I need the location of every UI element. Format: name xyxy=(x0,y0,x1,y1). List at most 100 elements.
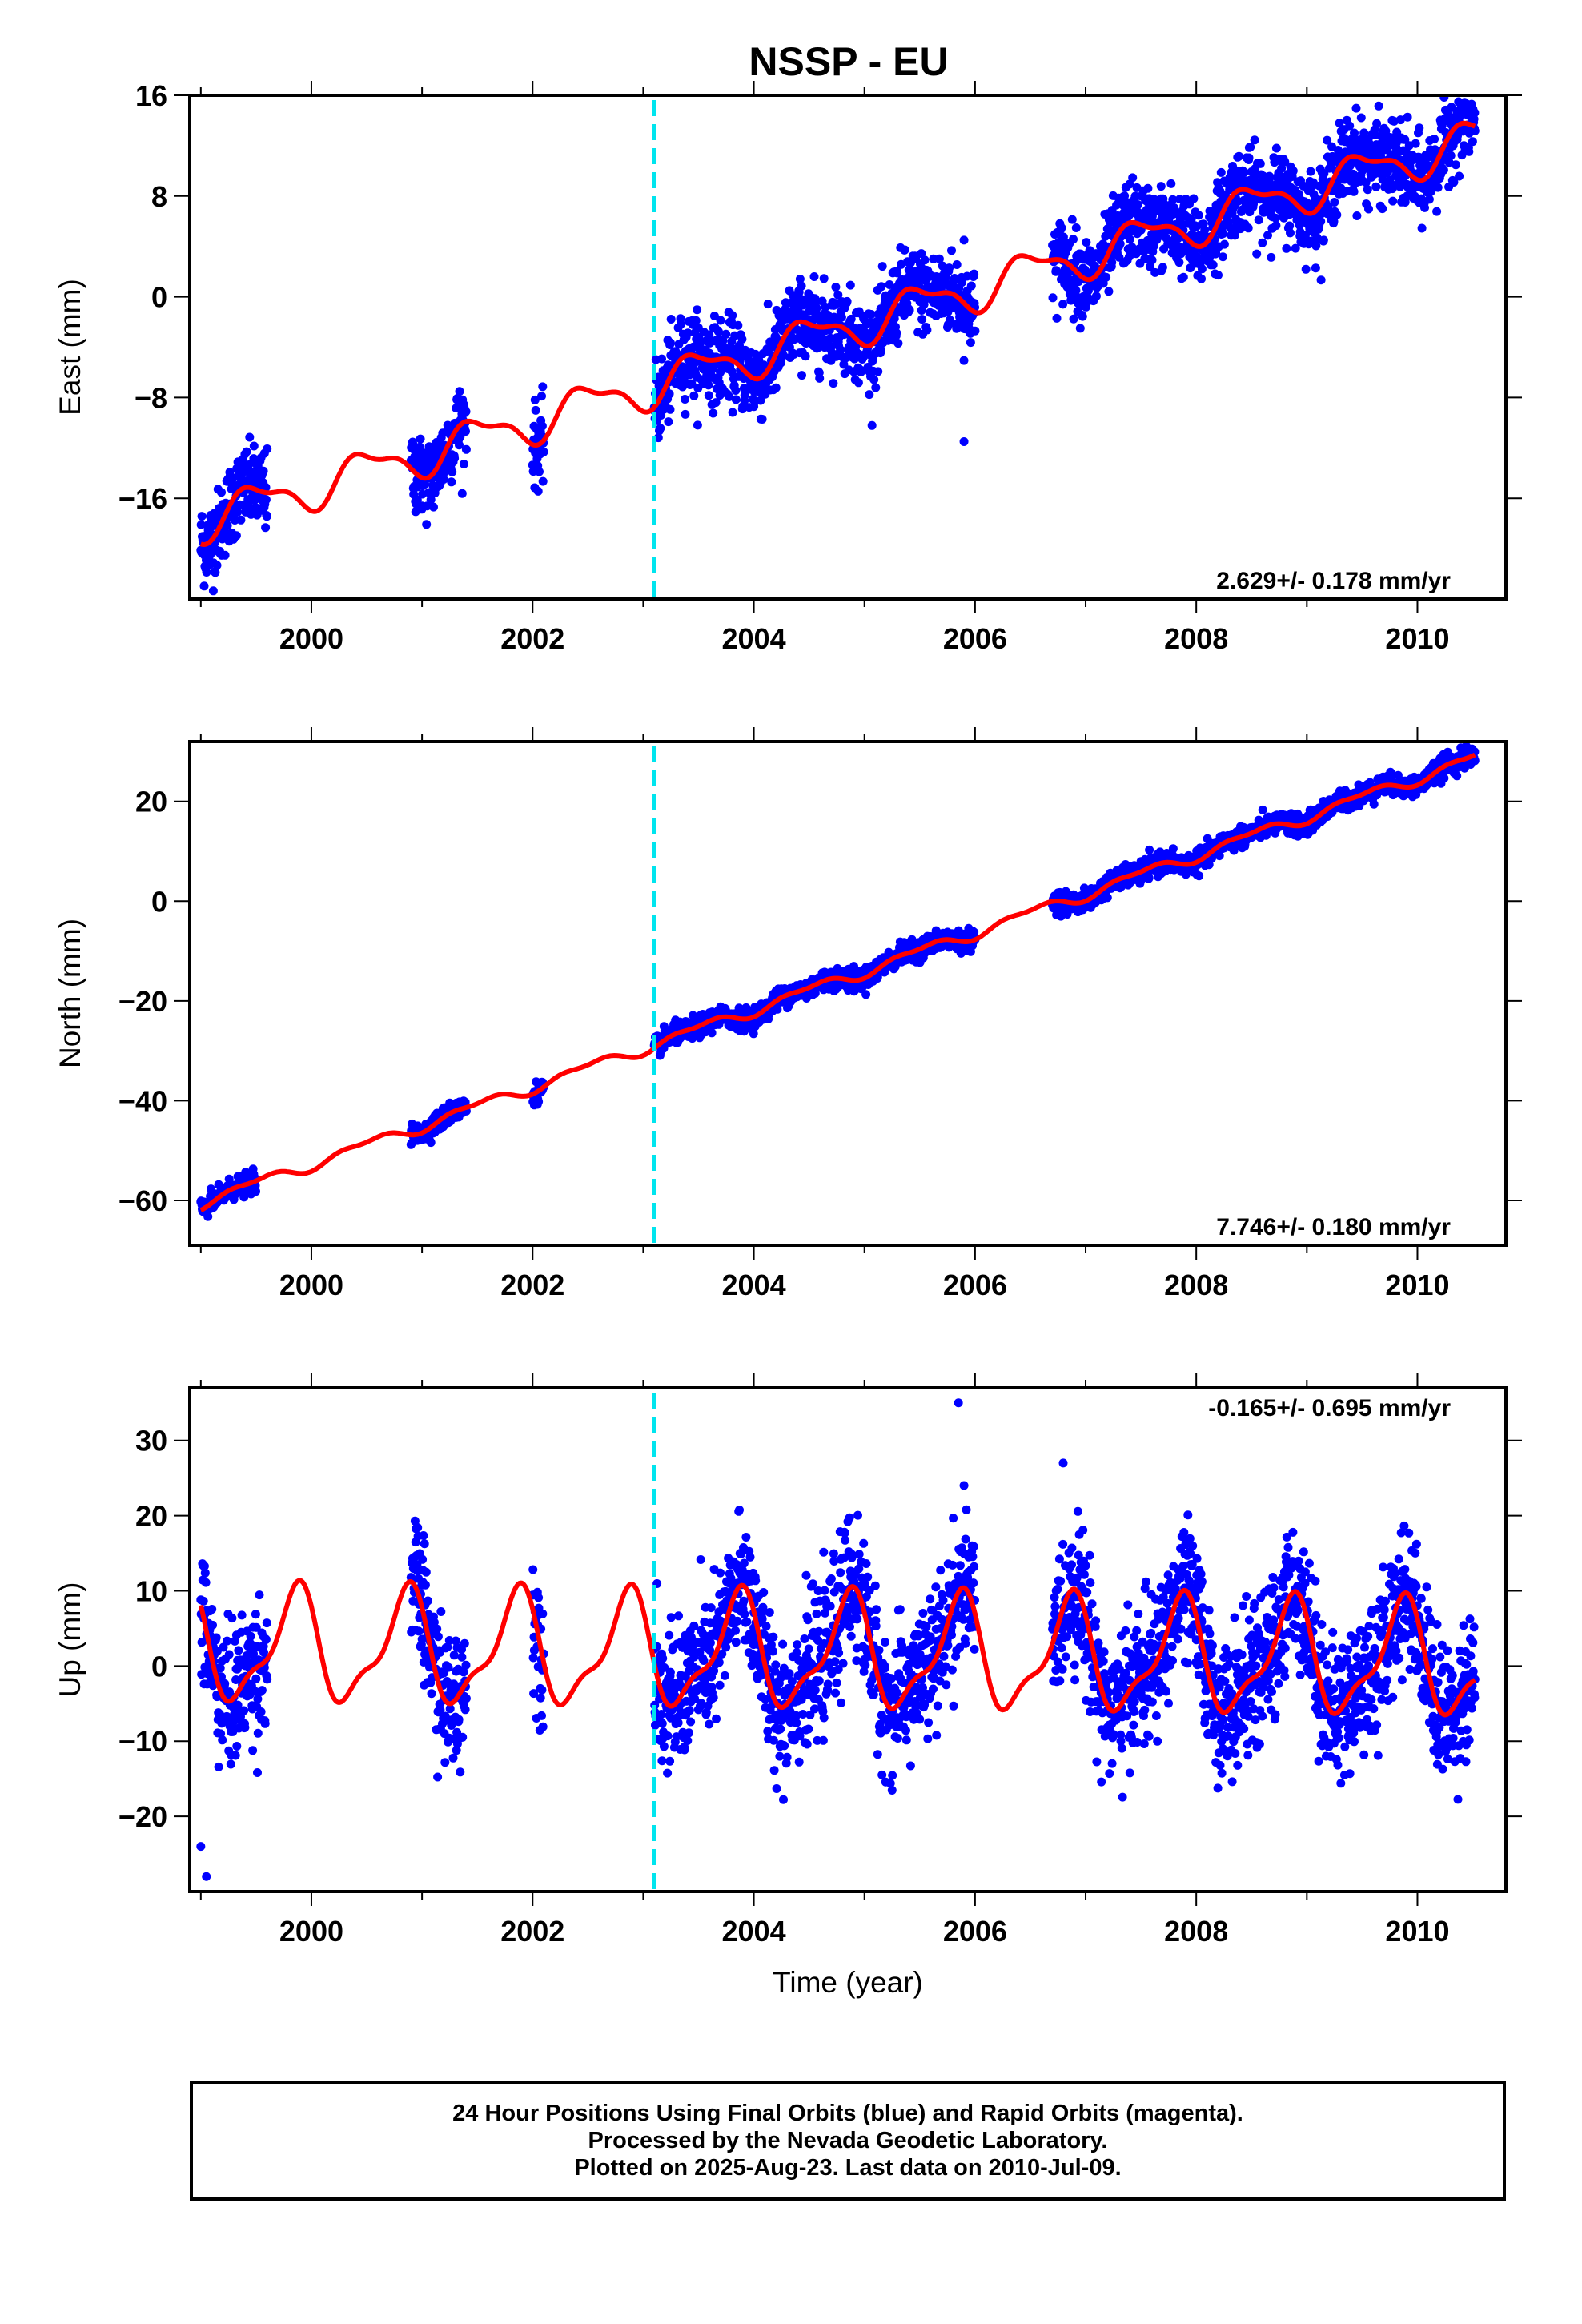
data-point xyxy=(959,235,969,245)
y-tick-label: −8 xyxy=(135,381,167,414)
data-point xyxy=(422,520,432,529)
data-point xyxy=(1417,223,1427,233)
data-point xyxy=(426,1138,436,1148)
data-point xyxy=(966,338,975,348)
data-point xyxy=(1469,115,1479,124)
data-point xyxy=(245,432,255,442)
data-point xyxy=(1078,312,1087,321)
data-point xyxy=(1156,182,1166,191)
data-point xyxy=(461,444,471,454)
data-point xyxy=(537,392,546,401)
data-point xyxy=(1288,166,1298,175)
data-point xyxy=(683,328,693,338)
data-point xyxy=(853,378,863,388)
data-point xyxy=(952,260,962,269)
data-point xyxy=(1102,893,1112,903)
data-point xyxy=(1316,275,1326,285)
data-point xyxy=(1168,844,1178,854)
y-tick-label: 0 xyxy=(151,281,167,314)
x-tick-label: 2008 xyxy=(1164,622,1228,655)
data-point xyxy=(917,315,927,324)
data-point xyxy=(1265,171,1275,181)
data-point xyxy=(415,442,424,452)
data-point xyxy=(1158,263,1167,272)
data-points xyxy=(196,742,1480,1221)
data-point xyxy=(1323,202,1333,211)
figure-title: NSSP - EU xyxy=(749,39,948,84)
data-point xyxy=(1166,179,1176,188)
data-point xyxy=(450,453,460,463)
data-point xyxy=(1057,223,1066,232)
data-point xyxy=(461,427,470,436)
data-point xyxy=(795,275,805,283)
data-point xyxy=(1462,60,1471,69)
data-point xyxy=(1075,324,1085,333)
data-point xyxy=(773,1004,782,1014)
data-point xyxy=(1146,262,1154,271)
data-point xyxy=(456,432,465,441)
data-point xyxy=(1449,178,1459,187)
data-point xyxy=(877,345,885,355)
x-tick-label: 2000 xyxy=(279,622,343,655)
data-point xyxy=(1454,74,1463,83)
data-point xyxy=(1349,187,1359,196)
data-point xyxy=(1263,231,1272,240)
data-point xyxy=(1091,292,1101,301)
data-point xyxy=(459,460,468,468)
data-point xyxy=(665,404,675,414)
data-point xyxy=(1282,243,1291,253)
y-tick-label: −16 xyxy=(118,482,167,515)
data-point xyxy=(203,1212,213,1221)
data-point xyxy=(687,379,697,388)
data-point xyxy=(1306,167,1315,176)
data-point xyxy=(867,420,877,430)
data-point xyxy=(1330,198,1339,207)
data-point xyxy=(1286,228,1295,238)
data-point xyxy=(1363,185,1372,195)
data-point xyxy=(1444,158,1454,167)
data-point xyxy=(1219,239,1229,249)
data-point xyxy=(246,467,255,476)
data-point xyxy=(756,396,765,405)
data-point xyxy=(1388,196,1398,206)
y-axis-title: East (mm) xyxy=(54,279,86,416)
data-point xyxy=(893,339,903,348)
data-point xyxy=(837,312,846,322)
data-point xyxy=(1311,263,1320,273)
data-point xyxy=(1424,195,1434,204)
data-point xyxy=(535,467,544,476)
data-point xyxy=(709,312,719,320)
data-point xyxy=(1071,223,1081,232)
data-point xyxy=(1069,314,1078,324)
data-point xyxy=(1195,871,1204,881)
data-point xyxy=(1378,175,1387,184)
data-point xyxy=(261,523,271,533)
data-point xyxy=(1125,235,1134,244)
data-point xyxy=(1420,203,1429,212)
data-point xyxy=(777,358,785,368)
data-point xyxy=(959,356,969,365)
data-point xyxy=(236,515,246,525)
data-point xyxy=(1071,286,1081,296)
data-point xyxy=(681,409,690,419)
data-point xyxy=(1329,217,1339,226)
data-point xyxy=(1332,210,1342,219)
data-point xyxy=(1280,157,1290,167)
data-point xyxy=(920,255,930,265)
data-point xyxy=(825,333,835,343)
data-point xyxy=(1446,151,1456,160)
data-point xyxy=(412,495,422,505)
data-point xyxy=(1254,215,1263,225)
data-point xyxy=(1433,183,1443,192)
data-point xyxy=(892,328,901,338)
data-point xyxy=(539,447,548,456)
data-point xyxy=(815,373,825,383)
data-point xyxy=(1277,163,1287,173)
data-point xyxy=(809,272,819,281)
data-point xyxy=(538,382,548,392)
data-point xyxy=(836,345,845,355)
data-point xyxy=(711,398,721,408)
data-point xyxy=(196,520,206,529)
data-point xyxy=(1214,271,1223,280)
